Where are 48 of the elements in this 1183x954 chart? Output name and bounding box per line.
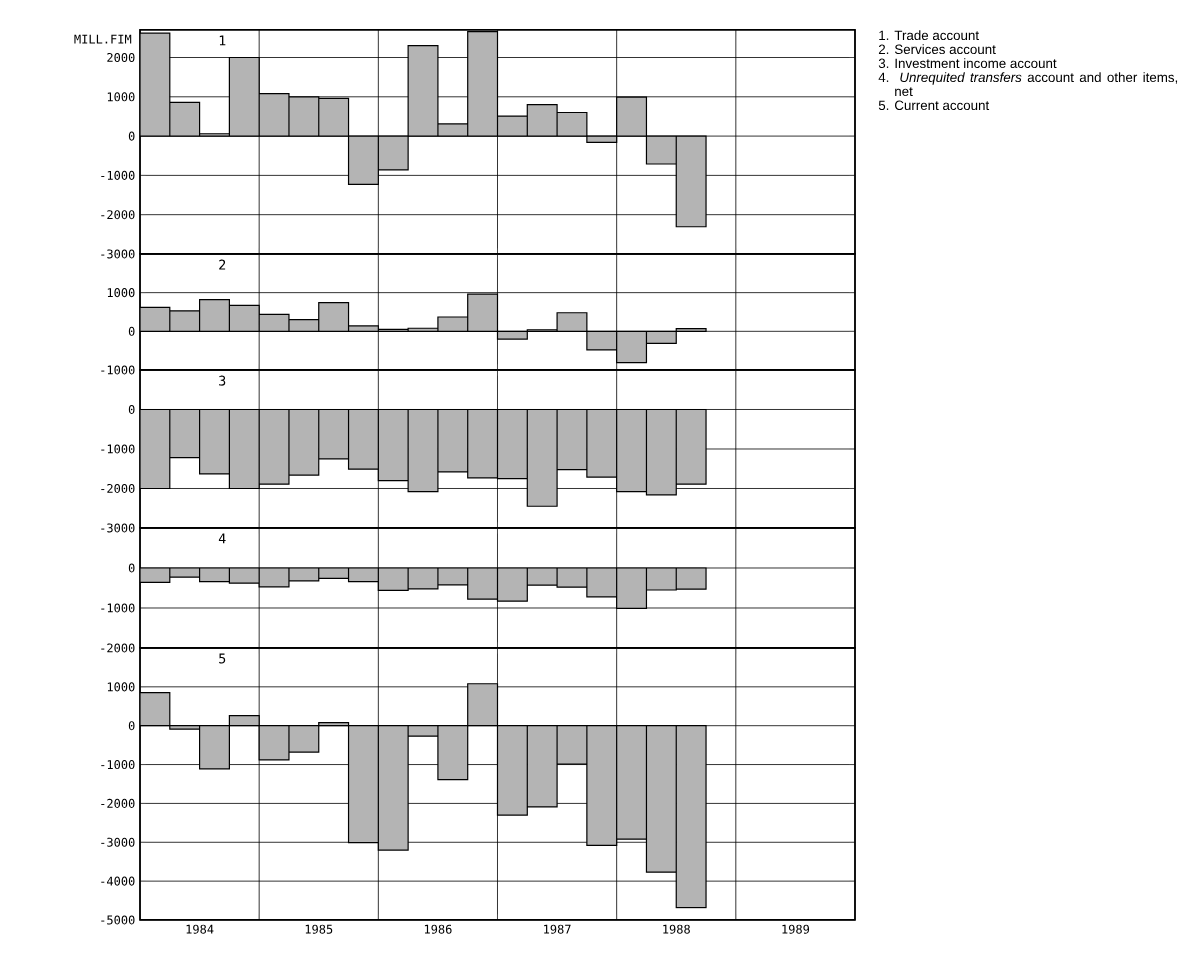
y-tick-label: -1000 — [101, 170, 135, 180]
y-tick-label: 1000 — [107, 682, 135, 692]
chart-title: 1 — [219, 35, 226, 46]
chart-title: 3 — [219, 375, 226, 386]
text: 1. Trade account — [879, 30, 979, 41]
bar — [467, 683, 499, 727]
y-tick-label: -2000 — [101, 210, 135, 220]
x-tick-label: 1985 — [305, 924, 333, 934]
y-tick-label: -4000 — [101, 876, 135, 886]
y-tick-label: 0 — [128, 563, 135, 573]
y-tick-label: 1000 — [107, 288, 135, 298]
bar — [556, 725, 588, 765]
y-tick-label: -2000 — [101, 798, 135, 808]
text: 4. Unrequited transfers account and other items, net — [878, 72, 1178, 97]
y-tick-label: 0 — [128, 404, 135, 415]
y-axis-title: MILL.FIM — [74, 34, 132, 44]
text: 2. Services account — [878, 44, 996, 55]
x-tick-label: 1988 — [663, 924, 690, 934]
bar — [437, 725, 469, 781]
x-tick-label: 1986 — [424, 924, 452, 934]
y-tick-label: -2000 — [101, 483, 135, 494]
text: 3. Investment income account — [878, 58, 1057, 69]
x-tick-label: 1987 — [544, 924, 571, 934]
text: 5. Current account — [878, 100, 990, 111]
y-tick-label: 0 — [128, 131, 135, 141]
chart-title: 5 — [219, 653, 226, 664]
y-tick-label: -3000 — [101, 837, 135, 847]
y-tick-label: -2000 — [101, 643, 135, 653]
bar — [556, 312, 588, 332]
y-tick-label: 0 — [128, 721, 135, 731]
y-tick-label: 1000 — [107, 92, 135, 102]
y-tick-label: -1000 — [101, 444, 135, 454]
y-tick-label: -1000 — [101, 760, 135, 770]
y-tick-label: -1000 — [101, 603, 135, 613]
bar — [140, 692, 171, 727]
y-tick-label: 0 — [128, 326, 135, 336]
bar — [407, 45, 439, 137]
y-tick-label: 2000 — [107, 52, 135, 63]
y-tick-label: -5000 — [101, 915, 135, 925]
chart-title: 2 — [219, 259, 226, 270]
bar — [616, 96, 648, 137]
y-tick-label: -1000 — [101, 365, 135, 375]
x-tick-label: 1989 — [782, 924, 810, 934]
bar — [258, 725, 290, 761]
y-tick-label: -3000 — [101, 249, 135, 259]
y-tick-label: -3000 — [101, 523, 135, 533]
chart-title: 4 — [218, 533, 226, 544]
x-tick-label: 1984 — [186, 924, 214, 934]
